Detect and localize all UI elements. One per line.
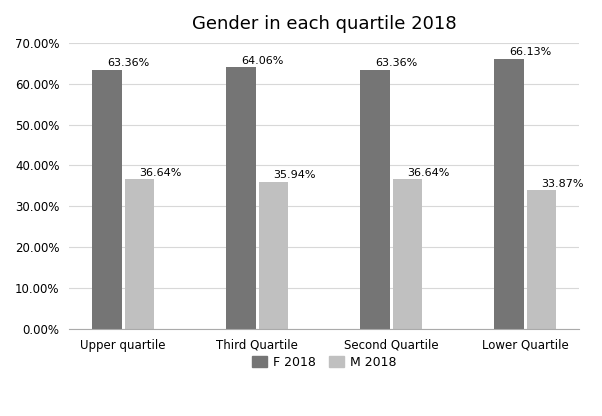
Text: 63.36%: 63.36%: [107, 58, 149, 68]
Text: 36.64%: 36.64%: [139, 168, 182, 178]
Bar: [393, 179, 422, 329]
Bar: [226, 67, 256, 329]
Title: Gender in each quartile 2018: Gender in each quartile 2018: [192, 15, 456, 33]
Bar: [361, 70, 390, 329]
Text: 63.36%: 63.36%: [375, 58, 417, 68]
Text: 33.87%: 33.87%: [541, 179, 584, 189]
Text: 64.06%: 64.06%: [241, 55, 284, 65]
Text: 35.94%: 35.94%: [273, 171, 316, 181]
Legend: F 2018, M 2018: F 2018, M 2018: [247, 351, 402, 374]
Text: 66.13%: 66.13%: [509, 47, 551, 57]
Bar: [258, 182, 288, 329]
Bar: [92, 70, 122, 329]
Bar: [527, 191, 556, 329]
Bar: [494, 59, 524, 329]
Bar: [125, 179, 154, 329]
Text: 36.64%: 36.64%: [408, 168, 450, 178]
